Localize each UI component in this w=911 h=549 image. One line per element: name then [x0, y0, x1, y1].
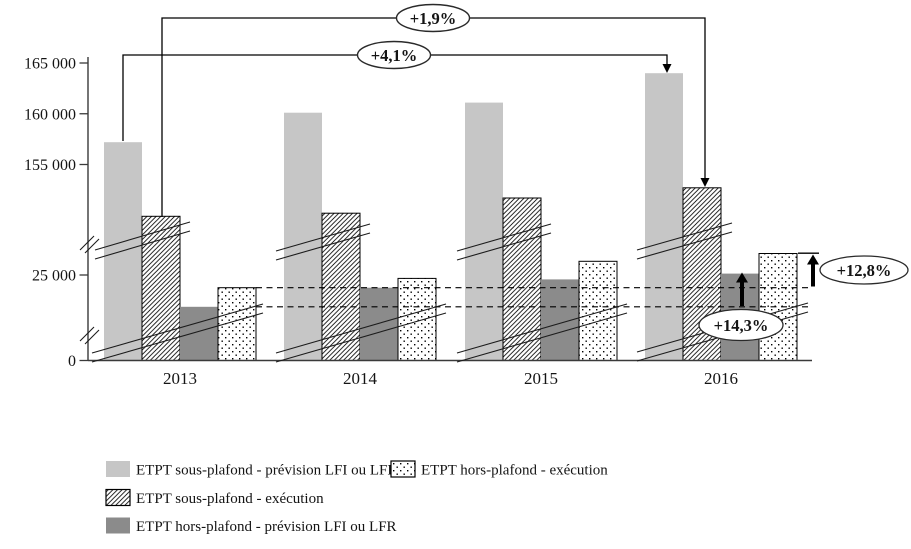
- annotation-label: +14,3%: [714, 316, 769, 335]
- annotation-ellipse: [356, 40, 432, 70]
- legend-label: ETPT sous-plafond - exécution: [136, 491, 324, 507]
- tear-line: [275, 223, 371, 252]
- bar-sous-plafond-prevision-2013: [104, 142, 142, 361]
- bar-sous-plafond-prevision-2014: [284, 112, 322, 361]
- annotation-label: +4,1%: [371, 46, 418, 65]
- annotation-prevision-growth: +4,1%: [122, 40, 672, 141]
- legend-swatch-diagonal_hatch: [105, 488, 131, 507]
- legend-label: ETPT hors-plafond - prévision LFI ou LFR: [136, 519, 397, 535]
- tear-line: [456, 303, 628, 354]
- bars-group: [104, 73, 798, 362]
- y-tick-label: 155 000: [24, 157, 76, 174]
- tear-line: [456, 223, 552, 252]
- axes: [87, 57, 812, 362]
- bar-hors-plafond-prevision-2014: [360, 287, 398, 361]
- tear-line: [636, 231, 733, 260]
- annotation-execution-growth: +1,9%: [161, 3, 710, 217]
- x-axis-label-2015: 2015: [524, 369, 558, 388]
- bar-hors-plafond-execution-2015: [578, 260, 618, 361]
- tear-line: [636, 222, 733, 251]
- arrowhead-up-icon: [807, 254, 819, 265]
- arrowhead-up-icon: [736, 272, 748, 283]
- legend-swatch-dotted: [390, 460, 416, 478]
- tear-line: [275, 312, 447, 363]
- legend-item: ETPT hors-plafond - exécution: [390, 460, 608, 478]
- annotation-ellipse: [819, 255, 909, 285]
- x-axis-label-2014: 2014: [343, 369, 378, 388]
- bar-hors-plafond-execution-2014: [397, 277, 437, 361]
- bar-sous-plafond-prevision-2015: [465, 102, 503, 361]
- y-tick-label: 165 000: [24, 56, 76, 73]
- axis-break-slash: [84, 238, 100, 254]
- x-axis-label-2016: 2016: [704, 369, 738, 388]
- arrowhead-down-icon: [662, 64, 672, 73]
- tear-line: [94, 221, 191, 251]
- tear-line: [94, 230, 191, 260]
- legend-label: ETPT hors-plafond - exécution: [421, 462, 608, 478]
- x-axis-label-2013: 2013: [163, 369, 197, 388]
- tear-line: [275, 303, 447, 354]
- axis-break-slash: [79, 326, 95, 342]
- annotation-label: +12,8%: [837, 261, 892, 280]
- tear-line: [275, 232, 371, 261]
- legend-item: ETPT sous-plafond - prévision LFI ou LFR: [106, 461, 397, 478]
- axis-break-marks: [79, 221, 809, 363]
- annotation-label: +1,9%: [410, 9, 457, 28]
- annotation-hors-plafond-prevision: +14,3%: [698, 272, 784, 342]
- legend-item: ETPT sous-plafond - exécution: [105, 488, 324, 507]
- legend-item: ETPT hors-plafond - prévision LFI ou LFR: [106, 517, 397, 535]
- legend-label: ETPT sous-plafond - prévision LFI ou LFR: [136, 462, 397, 478]
- reference-dashed-lines: [256, 287, 810, 308]
- y-tick-label: 25 000: [32, 268, 76, 285]
- tear-line: [456, 232, 552, 261]
- axis-break-slash: [79, 235, 95, 251]
- annotation-ellipse: [698, 308, 784, 342]
- y-axis-ticks: 165 000 160 000 155 000 25 000 0: [24, 56, 88, 370]
- tear-line: [91, 312, 264, 363]
- annotation-ellipse: [395, 3, 471, 33]
- legend-swatch-solid_light_gray: [106, 461, 130, 477]
- tear-line: [456, 312, 628, 363]
- bar-hors-plafond-prevision-2013: [180, 306, 218, 361]
- annotation-hors-plafond-execution: +12,8%: [798, 252, 909, 287]
- legend: ETPT sous-plafond - prévision LFI ou LFR…: [105, 460, 608, 535]
- y-tick-label: 0: [68, 353, 76, 370]
- tear-line: [91, 303, 264, 354]
- bar-sous-plafond-execution-2015: [502, 197, 542, 361]
- bar-sous-plafond-prevision-2016: [645, 73, 683, 361]
- y-tick-label: 160 000: [24, 106, 76, 123]
- legend-swatch-solid_dark_gray: [106, 517, 130, 534]
- axis-break-slash: [84, 329, 100, 345]
- arrowhead-down-icon: [700, 178, 710, 187]
- x-axis-labels: 2013 2014 2015 2016: [163, 369, 738, 388]
- connector-line: [161, 17, 706, 217]
